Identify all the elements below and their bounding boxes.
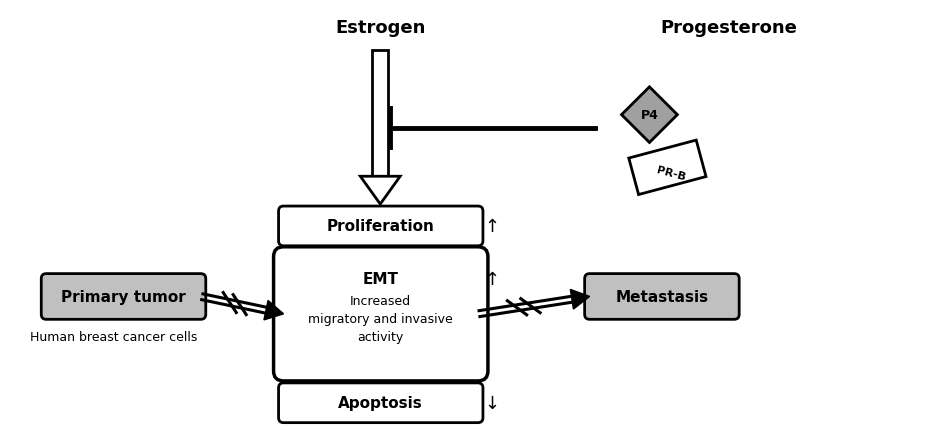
Polygon shape xyxy=(360,177,400,205)
FancyBboxPatch shape xyxy=(274,247,488,381)
Polygon shape xyxy=(571,290,589,309)
Text: P4: P4 xyxy=(641,109,658,122)
FancyBboxPatch shape xyxy=(41,274,206,319)
FancyBboxPatch shape xyxy=(585,274,739,319)
Polygon shape xyxy=(622,88,678,143)
Text: Proliferation: Proliferation xyxy=(327,219,435,234)
Polygon shape xyxy=(263,301,284,320)
FancyBboxPatch shape xyxy=(278,383,483,423)
Text: Apoptosis: Apoptosis xyxy=(338,395,423,410)
Text: EMT: EMT xyxy=(363,271,398,286)
Text: Progesterone: Progesterone xyxy=(661,19,798,37)
Text: Metastasis: Metastasis xyxy=(615,289,708,304)
Text: Primary tumor: Primary tumor xyxy=(61,289,186,304)
Text: Estrogen: Estrogen xyxy=(335,19,425,37)
Text: Human breast cancer cells: Human breast cancer cells xyxy=(30,330,197,343)
FancyBboxPatch shape xyxy=(278,206,483,246)
Text: ↑: ↑ xyxy=(484,218,500,235)
Text: PR-B: PR-B xyxy=(655,165,687,182)
Text: Increased
migratory and invasive
activity: Increased migratory and invasive activit… xyxy=(308,294,453,343)
Bar xyxy=(372,51,388,177)
Text: ↑: ↑ xyxy=(484,270,500,288)
Polygon shape xyxy=(628,141,706,195)
Text: ↓: ↓ xyxy=(484,394,500,412)
